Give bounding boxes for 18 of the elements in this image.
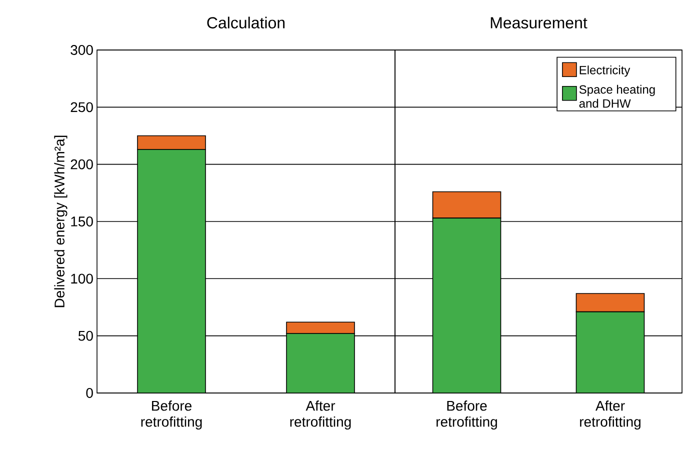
x-tick-label: After retrofitting xyxy=(290,400,351,430)
x-tick-label: After retrofitting xyxy=(580,400,640,430)
y-tick-label: 0 xyxy=(86,388,93,398)
y-tick-label: 100 xyxy=(71,274,93,284)
chart-title: Measurement xyxy=(490,17,588,28)
bar xyxy=(576,311,645,393)
legend-label: Space heating and DHW xyxy=(579,84,655,108)
y-tick-label: 150 xyxy=(71,216,93,226)
y-tick-label: 300 xyxy=(70,45,93,55)
chart-title: Calculation xyxy=(207,16,285,28)
legend-label: Electricity xyxy=(580,66,630,77)
y-tick-label: 50 xyxy=(78,330,93,341)
y-tick-label: 250 xyxy=(70,102,93,112)
y-axis-title: Delivered energy [kWh/m²a] xyxy=(54,136,68,308)
x-tick-label: Before retrofitting xyxy=(141,400,202,430)
y-tick-label: 200 xyxy=(70,159,93,170)
bar xyxy=(432,218,502,393)
x-tick-label: Before retrofitting xyxy=(436,400,497,430)
